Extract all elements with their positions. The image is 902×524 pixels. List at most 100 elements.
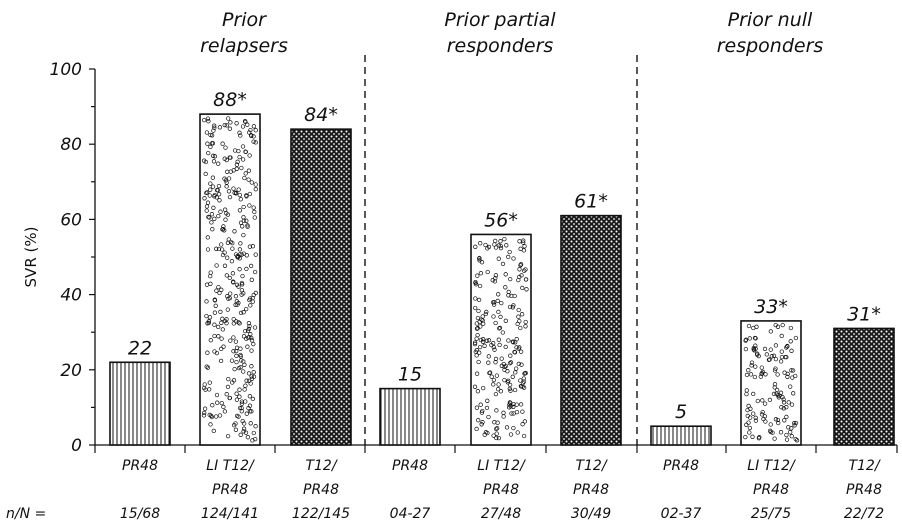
bar-texture-dot xyxy=(517,274,522,280)
bar-texture-dot xyxy=(251,139,256,144)
bar-texture-dot xyxy=(233,339,239,344)
bar-texture-dot xyxy=(214,263,219,268)
bar-texture-dot xyxy=(248,421,253,426)
bar-texture-dot xyxy=(208,422,213,427)
bar-texture-dot xyxy=(748,406,753,411)
bar-texture-dot xyxy=(497,326,502,331)
bar-texture-dot xyxy=(237,192,242,198)
bar-texture-dot xyxy=(224,184,229,189)
category-label: T12/ xyxy=(848,458,880,474)
bar-texture-dot xyxy=(252,209,257,215)
bar-texture-dot xyxy=(508,360,514,365)
bar-texture-dot xyxy=(219,336,224,341)
bar-texture-dot xyxy=(489,342,494,348)
bar-texture-dot xyxy=(247,323,252,329)
bar-texture-dot xyxy=(503,272,508,277)
bar-texture-dot xyxy=(248,332,253,337)
bar-texture-dot xyxy=(241,215,246,220)
bar-texture-dot xyxy=(202,382,207,387)
bar-texture-dot xyxy=(514,366,519,371)
bar-value-label: 56* xyxy=(484,209,518,231)
bar-texture-dot xyxy=(486,414,491,420)
bar-texture-dot xyxy=(483,242,488,248)
bar-texture-dot xyxy=(239,405,244,411)
bar-texture-dot xyxy=(750,434,755,439)
bar-texture-dot xyxy=(216,192,222,197)
bar-texture-dot xyxy=(244,253,249,258)
bar-texture-dot xyxy=(240,282,245,287)
bar-value-label: 84* xyxy=(304,104,338,126)
bar-texture-dot xyxy=(494,373,500,378)
y-tick-label: 60 xyxy=(60,210,82,230)
bar-texture-dot xyxy=(240,157,246,162)
bar-texture-dot xyxy=(216,213,221,219)
bar-texture-dot xyxy=(751,325,756,331)
bar-texture-dot xyxy=(511,340,516,345)
bar-texture-dot xyxy=(503,363,509,369)
bar-texture-dot xyxy=(788,339,793,344)
bar-texture-dot xyxy=(523,277,529,282)
bar-texture-dot xyxy=(474,336,479,341)
bar-texture-dot xyxy=(496,309,501,315)
bar-texture-dot xyxy=(252,269,258,275)
bar-texture-dot xyxy=(477,350,482,355)
bar-texture-dot xyxy=(478,241,483,246)
bar-texture-dot xyxy=(202,117,207,123)
bar-texture-dot xyxy=(521,379,527,384)
y-tick-label: 40 xyxy=(60,286,82,306)
bar-texture-dot xyxy=(231,186,236,191)
bar-texture-dot xyxy=(784,437,790,442)
bar-texture-dot xyxy=(212,297,217,302)
bar-texture-dot xyxy=(227,395,232,401)
bar xyxy=(833,327,895,446)
bar-texture-dot xyxy=(230,246,235,251)
bar-texture-dot xyxy=(234,348,239,354)
bar-texture-dot xyxy=(523,267,528,272)
bar-texture-dot xyxy=(245,435,251,440)
bar-texture-dot xyxy=(508,276,513,282)
bar-texture-dot xyxy=(226,116,231,121)
category-label: PR48 xyxy=(483,482,519,498)
bar-texture-dot xyxy=(216,334,221,339)
bar-texture-dot xyxy=(213,303,218,308)
bar-texture-dot xyxy=(205,247,211,252)
bar-texture-dot xyxy=(500,261,506,267)
bar-texture-dot xyxy=(478,337,484,343)
bar-texture-dot xyxy=(789,434,794,439)
bar-texture-dot xyxy=(475,273,480,278)
bar-texture-dot xyxy=(484,405,490,411)
bar-texture-dot xyxy=(485,398,490,403)
bar-texture-dot xyxy=(229,259,235,264)
bar-texture-dot xyxy=(788,384,793,389)
bar-texture-dot xyxy=(478,324,483,329)
bar-texture-dot xyxy=(489,374,494,379)
bar-texture-dot xyxy=(246,177,251,182)
category-label: LI T12/ xyxy=(477,458,526,474)
bar-texture-dot xyxy=(247,297,252,303)
bar xyxy=(650,425,712,446)
bar-texture-dot xyxy=(492,242,497,247)
bar-texture-dot xyxy=(205,365,211,370)
nN-prefix: n/N = xyxy=(6,506,46,522)
y-tick-label: 20 xyxy=(60,361,82,381)
bar-texture-dot xyxy=(773,366,778,371)
bar-texture-dot xyxy=(219,400,224,406)
bar-texture-dot xyxy=(216,284,221,290)
bar-texture-dot xyxy=(491,314,496,319)
bar-texture-dot xyxy=(498,243,503,249)
bar-texture-dot xyxy=(225,384,231,390)
bar-texture-dot xyxy=(244,193,249,198)
bar-texture-dot xyxy=(225,433,231,439)
bar-texture-dot xyxy=(206,150,211,156)
bar-texture-dot xyxy=(219,247,225,252)
bar-texture-dot xyxy=(246,378,252,383)
bar-value-label: 22 xyxy=(128,337,152,359)
bar-texture-dot xyxy=(204,208,209,213)
bar-texture-dot xyxy=(218,209,223,214)
bar-texture-dot xyxy=(226,176,232,181)
bar-texture-dot xyxy=(785,374,790,379)
bar-texture-dot xyxy=(233,294,239,299)
bar-texture-dot xyxy=(472,341,478,347)
bar-texture-dot xyxy=(243,171,248,176)
bar-texture-dot xyxy=(253,252,258,257)
